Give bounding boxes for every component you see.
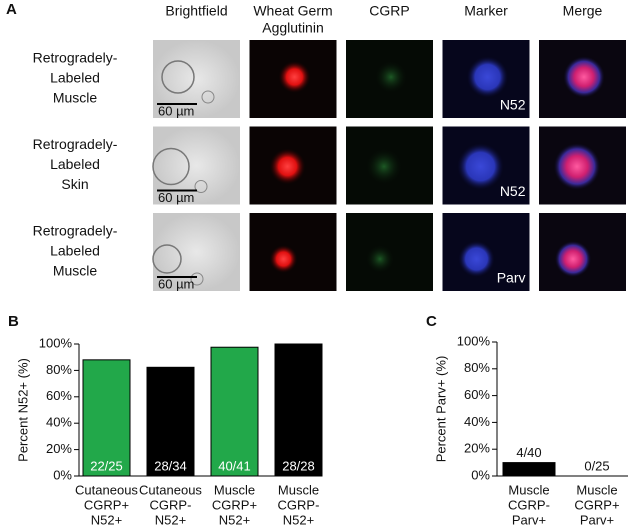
bar [82,359,131,477]
x-tick-label: Cutaneous [75,482,138,497]
y-tick-label: 60% [46,388,72,403]
bar [146,366,195,477]
row-label: Labeled [50,243,100,259]
x-tick-label: Muscle [576,482,617,497]
value-label: 40/41 [218,458,251,473]
x-tick-label: CGRP- [508,497,550,512]
cell-signal [554,240,592,278]
x-tick-label: N52+ [155,512,186,527]
marker-label: N52 [500,97,526,113]
cell-signal [278,61,311,93]
y-tick-label: 40% [464,414,490,429]
x-tick-label: Muscle [508,482,549,497]
cell-outline [190,272,204,286]
y-axis-label: Percent N52+ (%) [15,358,30,462]
cell-signal [458,240,495,278]
x-tick-label: CGRP- [150,497,192,512]
panel-label: A [6,1,17,18]
scale-bar-label: 60 µm [158,190,194,205]
row-label: Retrogradely- [33,50,118,66]
column-header: Wheat Germ [253,3,332,19]
x-tick-label: N52+ [91,512,122,527]
cell-outline [152,147,190,186]
column-header: Agglutinin [262,20,324,36]
x-tick-label: CGRP+ [574,497,619,512]
x-tick-label: CGRP- [278,497,320,512]
cell-outline [201,90,215,104]
cell-signal [553,143,601,190]
x-tick-label: N52+ [283,512,314,527]
cell-signal [366,148,402,185]
cell-outline [152,244,182,274]
cell-outline [194,180,208,193]
y-tick-label: 100% [39,335,73,350]
panel-label: B [8,313,19,330]
cell-outline [161,60,195,94]
value-label: 28/28 [282,458,315,473]
y-tick-label: 40% [46,415,72,430]
x-tick-label: Cutaneous [139,482,202,497]
bar [210,346,259,477]
column-header: CGRP [369,3,409,19]
row-label: Labeled [50,156,100,172]
bar [274,343,323,477]
row-label: Muscle [53,90,98,106]
cell-signal [466,56,509,98]
column-header: Marker [464,3,508,19]
row-label: Retrogradely- [33,223,118,239]
cell-signal [366,245,394,273]
x-tick-label: Muscle [214,482,255,497]
x-tick-label: CGRP+ [84,497,129,512]
y-tick-label: 100% [457,333,491,348]
row-label: Skin [61,176,88,192]
scale-bar-label: 60 µm [158,276,194,291]
value-label: 22/25 [90,458,123,473]
x-tick-label: N52+ [219,512,250,527]
y-tick-label: 20% [46,441,72,456]
y-tick-label: 20% [464,441,490,456]
y-tick-label: 0% [471,467,490,482]
value-label: 28/34 [154,458,187,473]
cell-signal [457,143,504,190]
marker-label: N52 [500,183,526,199]
bar [502,462,556,477]
y-tick-label: 0% [53,467,72,482]
y-tick-label: 60% [464,387,490,402]
x-tick-label: Muscle [278,482,319,497]
value-label: 0/25 [584,458,609,473]
value-label: 4/40 [516,445,541,460]
cell-signal [563,56,605,98]
panel-label: C [426,313,437,330]
cell-signal [269,148,306,185]
row-label: Retrogradely- [33,136,118,152]
scale-bar-label: 60 µm [158,103,194,118]
y-axis-label: Percent Parv+ (%) [433,356,448,463]
x-tick-label: Parv+ [512,512,546,527]
row-label: Muscle [53,263,98,279]
column-header: Merge [563,3,603,19]
x-tick-label: Parv+ [580,512,614,527]
column-header: Brightfield [165,3,227,19]
y-tick-label: 80% [464,360,490,375]
y-tick-label: 80% [46,362,72,377]
row-label: Labeled [50,70,100,86]
marker-label: Parv [497,270,526,286]
cell-signal [375,61,407,93]
cell-signal [269,245,298,273]
x-tick-label: CGRP+ [212,497,257,512]
